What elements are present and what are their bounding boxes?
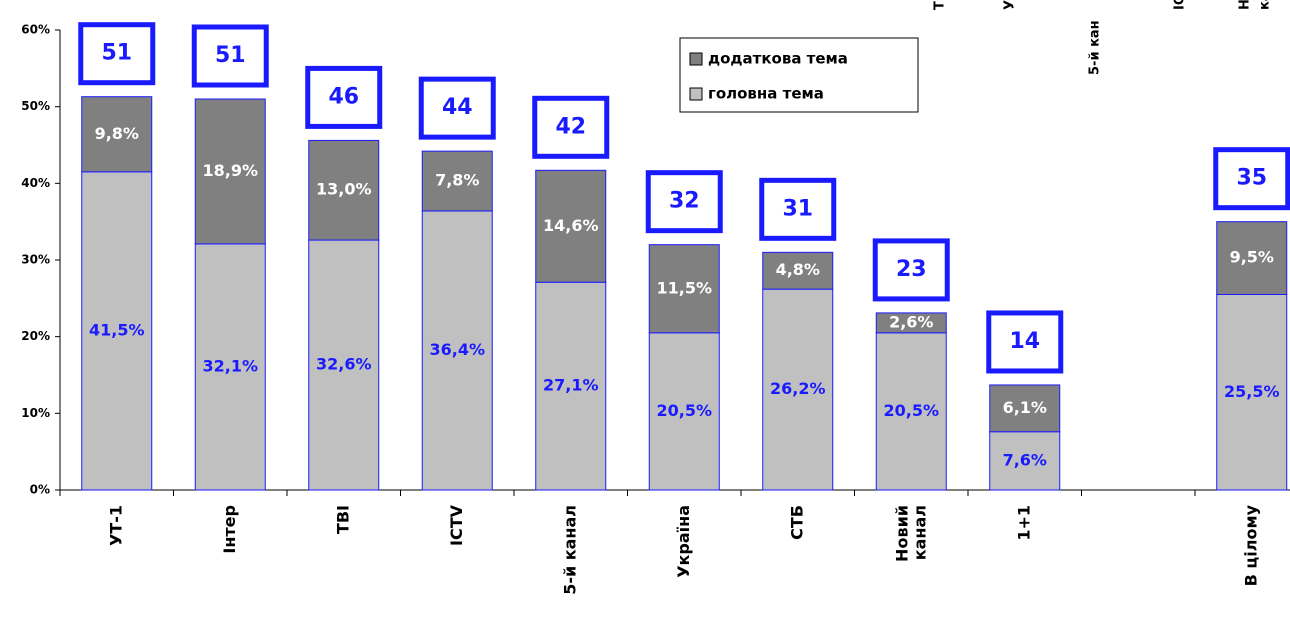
total-label: 51 [101,41,132,66]
bar-segment [81,96,153,173]
value-label: 2,6% [889,312,933,331]
total-label: 32 [669,189,700,214]
bar-segment [194,98,266,245]
value-label: 32,6% [316,355,372,374]
bar-segment [648,332,720,491]
bar-segment [1216,221,1288,296]
total-box [1213,147,1290,211]
x-tick-label: 1+1 [1014,505,1033,541]
x-tick-label: 5-й канал [560,505,579,595]
value-label: 26,2% [770,379,826,398]
bar-segment [762,251,834,290]
header-fragment: УТ [1003,0,1018,10]
y-tick-label: 50% [21,99,50,113]
y-tick-label: 20% [21,329,50,343]
x-tick-label: УТ-1 [106,505,125,546]
x-tick-label: Україна [674,505,693,578]
value-label: 27,1% [543,376,599,395]
value-label: 9,5% [1230,248,1274,267]
value-label: 6,1% [1003,398,1047,417]
y-tick-label: 0% [30,483,50,497]
header-fragment: ICT [1173,0,1188,10]
total-label: 35 [1236,166,1267,191]
total-label: 14 [1009,329,1040,354]
bar-segment [194,243,266,491]
value-label: 25,5% [1224,382,1280,401]
total-box [191,24,269,88]
bar-segment [989,431,1061,491]
bar-segment [535,169,607,283]
total-label: 46 [328,84,359,109]
total-box [78,22,156,86]
legend-swatch [689,87,703,101]
total-box [418,76,496,140]
bar-segment [535,281,607,491]
bar-segment [81,171,153,491]
total-box [986,310,1064,374]
value-label: 13,0% [316,180,372,199]
total-label: 31 [782,196,813,221]
bar-segment [421,210,493,491]
x-tick-label: ТВІ [333,505,352,534]
x-tick-label: Новийканал [892,505,929,562]
value-label: 20,5% [883,401,939,420]
bar-segment [308,239,380,491]
total-label: 51 [215,43,246,68]
total-box [645,170,723,234]
x-tick-label: ICTV [447,504,466,546]
bar-segment [308,139,380,241]
total-label: 44 [442,95,473,120]
y-tick-label: 40% [21,176,50,190]
y-tick-label: 60% [21,23,50,37]
legend-swatch [689,52,703,66]
header-fragment: 5-й кан [1088,20,1103,75]
header-fragment: кана [1258,0,1273,10]
x-tick-label: В цілому [1241,504,1260,586]
legend-label: додаткова тема [708,50,848,68]
total-box [305,65,383,129]
bar-segment [421,150,493,212]
value-label: 20,5% [656,401,712,420]
total-box [759,177,837,241]
value-label: 32,1% [202,356,258,375]
legend-label: головна тема [708,85,824,103]
total-box [872,238,950,302]
y-tick-label: 30% [21,253,50,267]
value-label: 9,8% [95,124,139,143]
legend: додаткова тема головна тема [679,37,919,113]
value-label: 14,6% [543,216,599,235]
value-label: 11,5% [656,278,712,297]
value-label: 36,4% [429,340,485,359]
value-label: 7,6% [1003,450,1047,469]
bar-segment [989,384,1061,433]
bar-segment [648,244,720,334]
x-tick-label: Інтер [220,505,239,554]
x-tick-label: СТБ [787,505,806,540]
value-label: 4,8% [776,260,820,279]
total-box [532,95,610,159]
value-label: 18,9% [202,161,258,180]
total-label: 23 [896,257,927,282]
bar-segment [1216,294,1288,491]
total-label: 42 [555,114,586,139]
bar-segment [762,288,834,491]
bar-segment [875,312,947,334]
header-fragment: Т [933,1,948,10]
header-fragment: Нов [1238,0,1253,10]
value-label: 41,5% [89,320,145,339]
value-label: 7,8% [435,171,479,190]
y-tick-label: 10% [21,406,50,420]
legend-box [679,37,919,113]
